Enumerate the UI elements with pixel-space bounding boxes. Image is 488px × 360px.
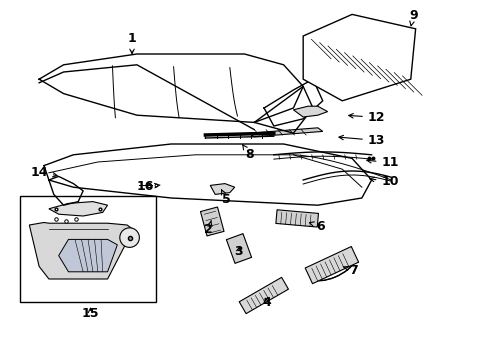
Text: 10: 10 <box>369 175 398 188</box>
Polygon shape <box>249 128 322 137</box>
Text: 13: 13 <box>338 134 385 147</box>
FancyBboxPatch shape <box>226 234 251 264</box>
Text: 1: 1 <box>127 32 136 54</box>
Text: 5: 5 <box>221 190 230 206</box>
Text: 11: 11 <box>366 156 398 169</box>
Polygon shape <box>293 106 327 117</box>
Text: 6: 6 <box>309 220 324 233</box>
Polygon shape <box>49 202 107 216</box>
Text: 2: 2 <box>204 220 213 236</box>
Text: 15: 15 <box>81 307 99 320</box>
Polygon shape <box>59 239 117 272</box>
Circle shape <box>120 228 139 247</box>
Text: 8: 8 <box>242 145 253 161</box>
Polygon shape <box>303 14 415 101</box>
Text: 16: 16 <box>137 180 160 193</box>
Text: 9: 9 <box>408 9 417 26</box>
FancyBboxPatch shape <box>200 207 224 236</box>
Text: 3: 3 <box>234 246 243 258</box>
Text: 14: 14 <box>30 166 57 179</box>
FancyBboxPatch shape <box>275 210 318 227</box>
FancyBboxPatch shape <box>305 247 358 284</box>
Text: 4: 4 <box>262 296 270 309</box>
Polygon shape <box>210 184 234 194</box>
FancyBboxPatch shape <box>20 196 156 302</box>
FancyBboxPatch shape <box>239 277 288 314</box>
Text: 7: 7 <box>343 264 357 276</box>
Polygon shape <box>29 222 137 279</box>
Text: 12: 12 <box>348 111 385 124</box>
